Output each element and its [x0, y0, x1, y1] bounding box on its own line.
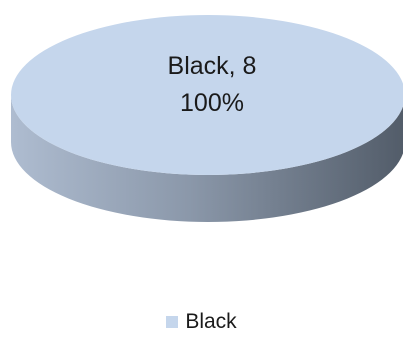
data-label-percent: 100% — [180, 89, 244, 117]
legend-swatch-black — [166, 316, 179, 328]
data-label-category: Black, 8 — [168, 52, 257, 80]
legend-label-black: Black — [185, 310, 237, 333]
legend: Black — [0, 310, 403, 334]
pie-slice-side — [11, 95, 403, 222]
pie-slice-black — [11, 15, 403, 175]
pie-chart: Black, 8 100% — [11, 15, 403, 222]
